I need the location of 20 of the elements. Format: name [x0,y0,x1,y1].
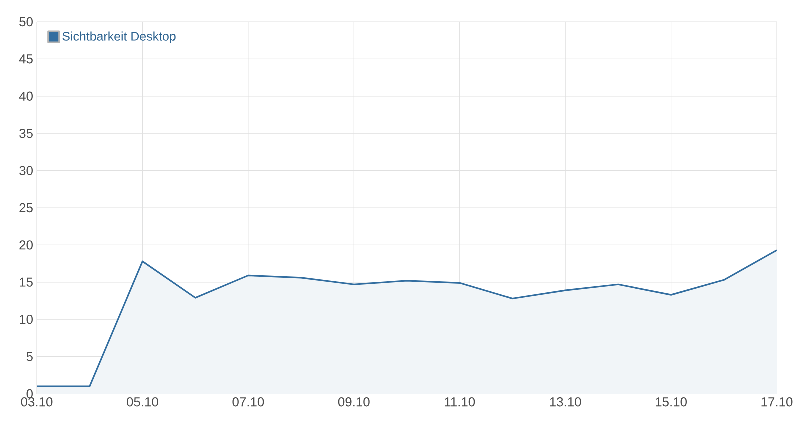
x-tick-label: 13.10 [550,398,582,407]
x-tick-label: 03.10 [21,398,53,407]
x-tick-label: 15.10 [656,398,687,407]
y-tick-label: 40 [19,92,33,101]
x-tick-label: 17.10 [762,398,793,407]
y-tick-label: 10 [20,315,33,324]
x-tick-label: 07.10 [232,398,264,407]
x-tick-label: 11.10 [445,398,476,407]
y-tick-label: 45 [19,54,33,64]
legend-label: Sichtbarkeit Desktop [62,32,176,44]
y-tick-label: 0 [26,389,33,399]
y-tick-label: 20 [20,240,33,250]
y-tick-label: 30 [20,166,33,176]
x-tick-label: 09.10 [338,398,370,407]
y-tick-label: 15 [20,278,33,287]
x-tick-label: 05.10 [127,398,158,407]
y-tick-label: 25 [20,203,33,213]
y-tick-label: 5 [26,352,33,362]
y-tick-label: 35 [20,129,33,138]
y-tick-label: 50 [20,17,33,27]
